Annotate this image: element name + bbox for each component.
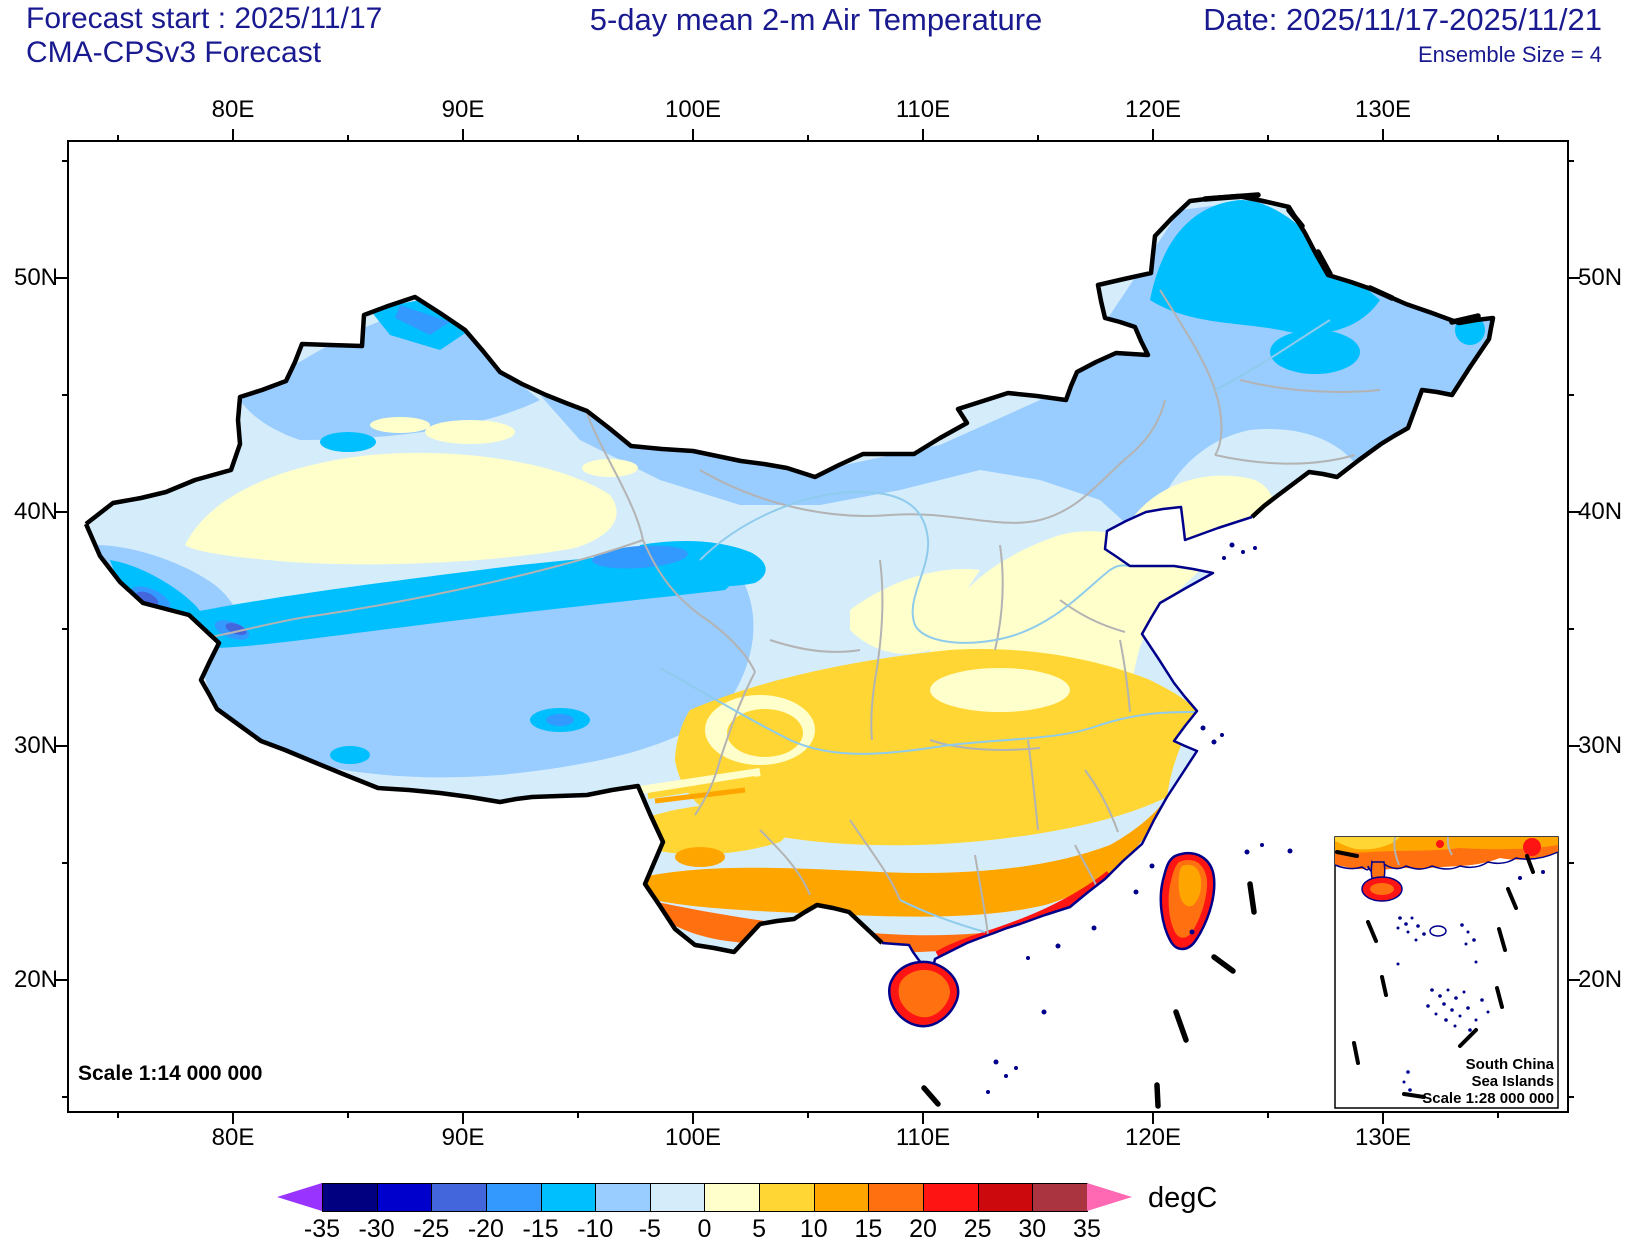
lat-label-left-50N: 50N [13,264,58,291]
colorbar-segment-20-to-25 [923,1183,979,1212]
colorbar-under-arrow [277,1183,322,1211]
colorbar-segment--15-to--10 [540,1183,597,1212]
axis-ticks [56,129,1580,1124]
country-border [83,193,1496,955]
date-range-label: Date: 2025/11/17-2025/11/21 [1203,2,1602,37]
lon-label-top-90E: 90E [441,96,485,123]
colorbar-tick-label--15: -15 [522,1215,559,1241]
colorbar-segment-25-to-30 [977,1183,1034,1212]
ensemble-size-label: Ensemble Size = 4 [1417,42,1602,67]
lat-label-right-20N: 20N [1578,966,1623,993]
lon-label-top-100E: 100E [664,96,722,123]
colorbar-tick-label--25: -25 [413,1215,450,1241]
colorbar-tick-label-20: 20 [909,1215,937,1241]
colorbar-tick-label-5: 5 [752,1215,767,1241]
colorbar-tick-label--20: -20 [467,1215,504,1241]
coastline [881,505,1253,980]
colorbar-segment-15-to-20 [868,1183,925,1212]
lon-label-bottom-120E: 120E [1124,1124,1182,1151]
lat-label-right-30N: 30N [1578,732,1623,759]
colorbar-segment--35-to--30 [322,1183,378,1212]
hainan-island [887,960,960,1028]
colorbar-tick-label-10: 10 [799,1215,828,1241]
province-borders [204,289,1381,936]
colorbar-segment-10-to-15 [813,1183,870,1212]
map-frame [67,140,1569,1113]
colorbar-tick-label-0: 0 [697,1215,712,1241]
colorbar-tick-label-25: 25 [963,1215,992,1241]
colorbar-segment-0-to-5 [704,1183,761,1212]
colorbar-segment--5-to-0 [649,1183,706,1212]
colorbar-tick-label--10: -10 [577,1215,614,1241]
lon-label-bottom-110E: 110E [895,1124,951,1151]
colorbar-segment--10-to--5 [595,1183,651,1212]
colorbar-tick-label-35: 35 [1073,1215,1101,1241]
inset-title-line1: South China [1465,1056,1554,1073]
inset-title-line2: Sea Islands [1471,1073,1554,1090]
dashed-boundary-lines [921,192,1481,1109]
colorbar-tick-label--30: -30 [358,1215,395,1241]
colorbar-segment-5-to-10 [759,1183,815,1212]
colorbar-segment--20-to--15 [485,1183,542,1212]
lon-label-top-110E: 110E [895,96,951,123]
colorbar-tick-label--5: -5 [638,1215,661,1241]
lat-label-left-30N: 30N [13,732,58,759]
colorbar-over-arrow [1086,1183,1132,1211]
lat-label-left-40N: 40N [13,498,58,525]
colorbar-segment-30-to-35 [1032,1183,1088,1212]
taiwan-island [1159,852,1216,951]
inset-scale-label: Scale 1:28 000 000 [1422,1090,1554,1107]
forecast-start-label: Forecast start : 2025/11/17 [26,2,383,35]
lon-label-bottom-100E: 100E [664,1124,722,1151]
lon-label-top-130E: 130E [1354,96,1412,123]
lat-label-left-20N: 20N [13,966,58,993]
lon-label-top-80E: 80E [211,96,255,123]
lat-label-right-40N: 40N [1578,498,1623,525]
lat-label-right-50N: 50N [1578,264,1623,291]
south-china-sea-inset [1334,836,1559,1109]
page-title: 5-day mean 2-m Air Temperature [589,2,1043,37]
island-dots [986,542,1293,1094]
colorbar-tick-label--35: -35 [303,1215,341,1241]
lon-label-bottom-90E: 90E [441,1124,485,1151]
rivers [659,319,1331,933]
lon-label-bottom-130E: 130E [1354,1124,1412,1151]
lon-label-top-120E: 120E [1124,96,1182,123]
lon-label-bottom-80E: 80E [211,1124,255,1151]
map-scale-label: Scale 1:14 000 000 [78,1062,263,1085]
colorbar-unit-label: degC [1148,1182,1218,1214]
colorbar-segment--30-to--25 [376,1183,433,1212]
colorbar-tick-label-30: 30 [1018,1215,1047,1241]
colorbar-segment--25-to--20 [431,1183,487,1212]
colorbar-tick-label-15: 15 [854,1215,883,1241]
model-name-label: CMA-CPSv3 Forecast [26,36,322,69]
